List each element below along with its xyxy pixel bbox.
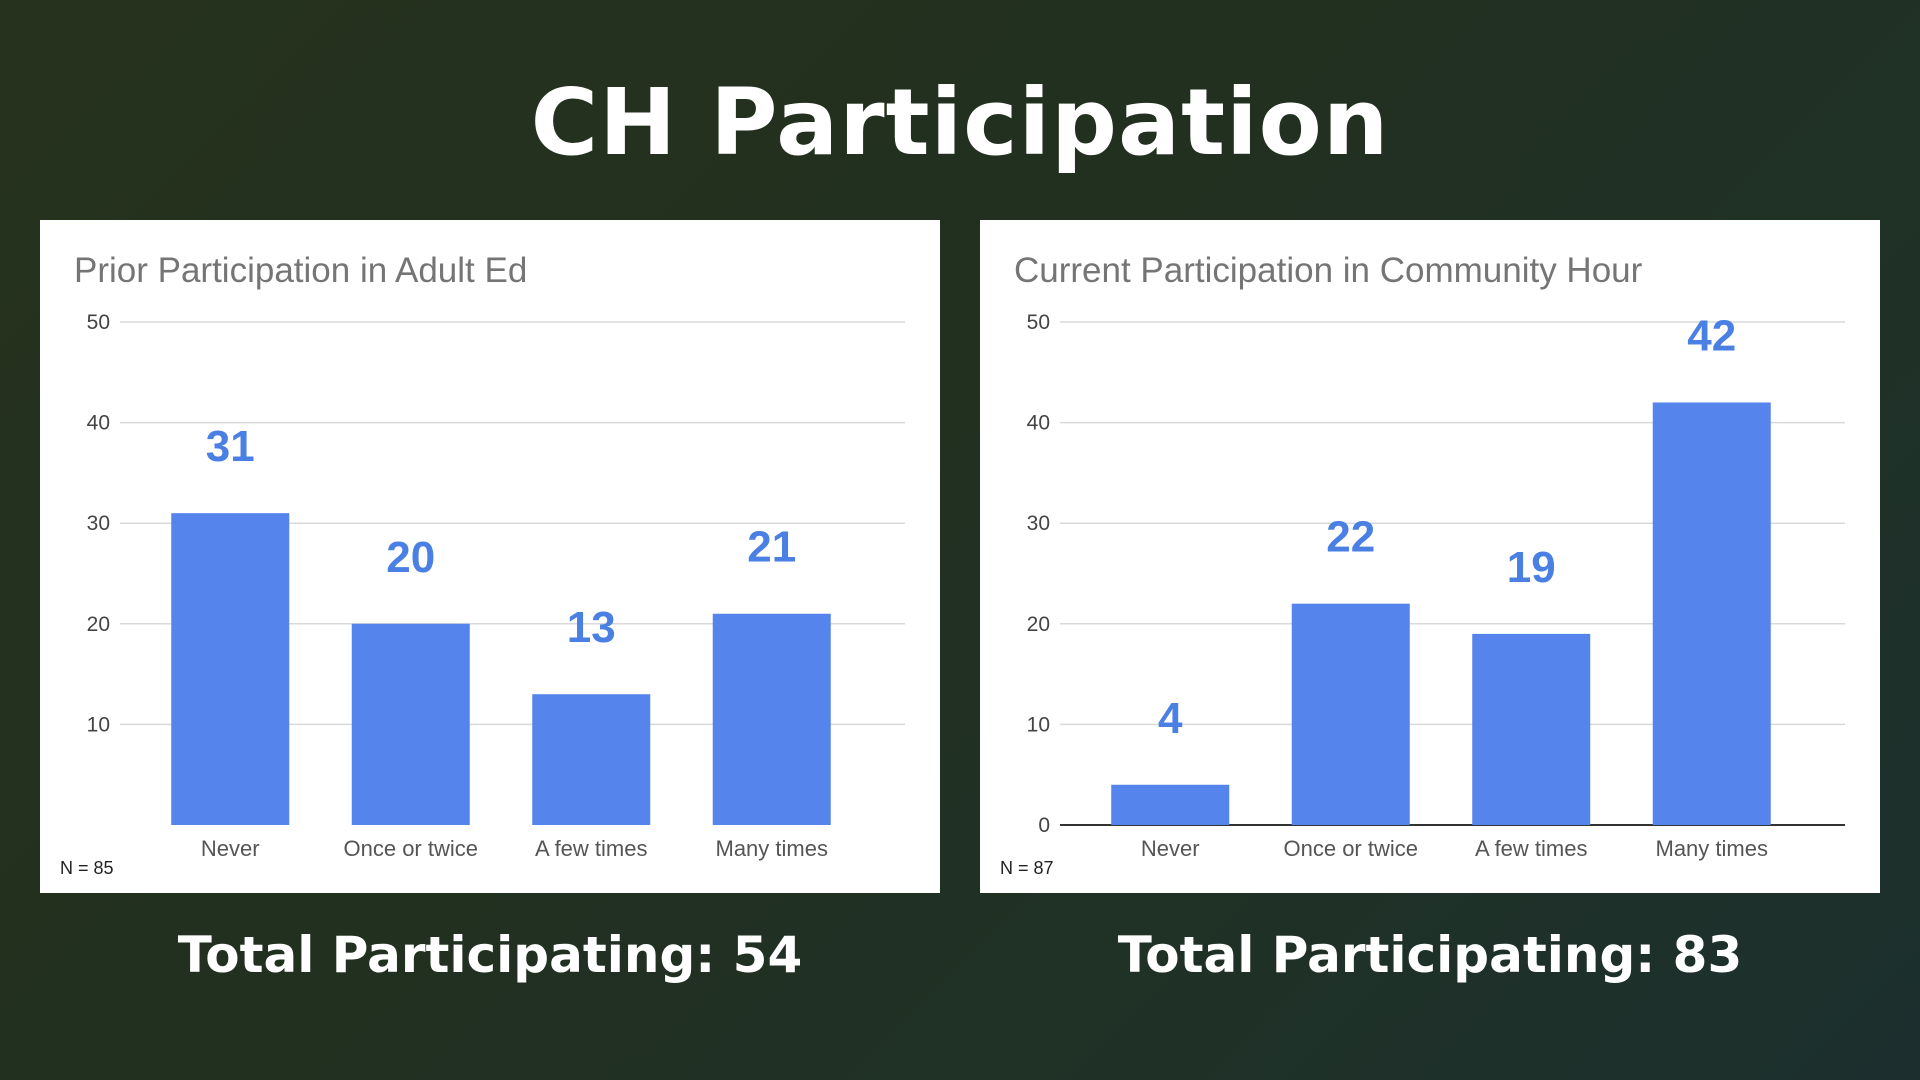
y-tick-label: 0 <box>1038 814 1050 837</box>
bar-value-label: 31 <box>206 422 255 471</box>
y-tick-label: 10 <box>1027 713 1050 736</box>
bar <box>1652 402 1771 825</box>
bar <box>712 613 831 825</box>
chart-title: Current Participation in Community Hour <box>1014 251 1643 290</box>
category-label: Many times <box>716 836 828 861</box>
category-label: A few times <box>1475 836 1587 861</box>
bar <box>351 623 470 825</box>
bar-value-label: 22 <box>1326 513 1375 562</box>
bar-value-label: 21 <box>747 523 796 572</box>
total-participating-prior: Total Participating: 54 <box>177 926 803 984</box>
sample-size-note: N = 87 <box>1000 858 1054 878</box>
total-participating-current: Total Participating: 83 <box>1117 926 1743 984</box>
current-participation-chart: Current Participation in Community Hour … <box>980 220 1880 893</box>
y-tick-label: 30 <box>87 512 110 535</box>
sample-size-note: N = 85 <box>60 858 114 878</box>
chart-title: Prior Participation in Adult Ed <box>74 251 527 290</box>
bar <box>171 513 290 825</box>
y-tick-label: 50 <box>87 311 110 334</box>
y-tick-label: 40 <box>87 412 110 435</box>
y-tick-label: 10 <box>87 713 110 736</box>
y-tick-label: 30 <box>1027 512 1050 535</box>
category-label: Many times <box>1656 836 1768 861</box>
category-label: Once or twice <box>1284 836 1419 861</box>
y-tick-label: 40 <box>1027 412 1050 435</box>
bar <box>1111 784 1230 825</box>
category-label: A few times <box>535 836 647 861</box>
bar <box>1472 633 1591 825</box>
slide-title: CH Participation <box>530 69 1390 176</box>
bar <box>1291 603 1410 825</box>
y-tick-label: 20 <box>87 613 110 636</box>
category-label: Never <box>201 836 260 861</box>
bar-value-label: 20 <box>386 533 435 582</box>
bar-value-label: 19 <box>1507 543 1556 592</box>
category-label: Once or twice <box>344 836 479 861</box>
y-tick-label: 20 <box>1027 613 1050 636</box>
y-tick-label: 50 <box>1027 311 1050 334</box>
prior-participation-chart-svg: Prior Participation in Adult Ed 10 20 30 40… <box>60 251 905 878</box>
bar <box>532 694 651 825</box>
bar-value-label: 13 <box>567 603 616 652</box>
current-participation-chart-svg: Current Participation in Community Hour … <box>1000 251 1845 878</box>
bar-value-label: 4 <box>1158 694 1183 743</box>
category-label: Never <box>1141 836 1200 861</box>
prior-participation-chart: Prior Participation in Adult Ed 10 20 30 40… <box>40 220 940 893</box>
bar-value-label: 42 <box>1687 311 1736 360</box>
